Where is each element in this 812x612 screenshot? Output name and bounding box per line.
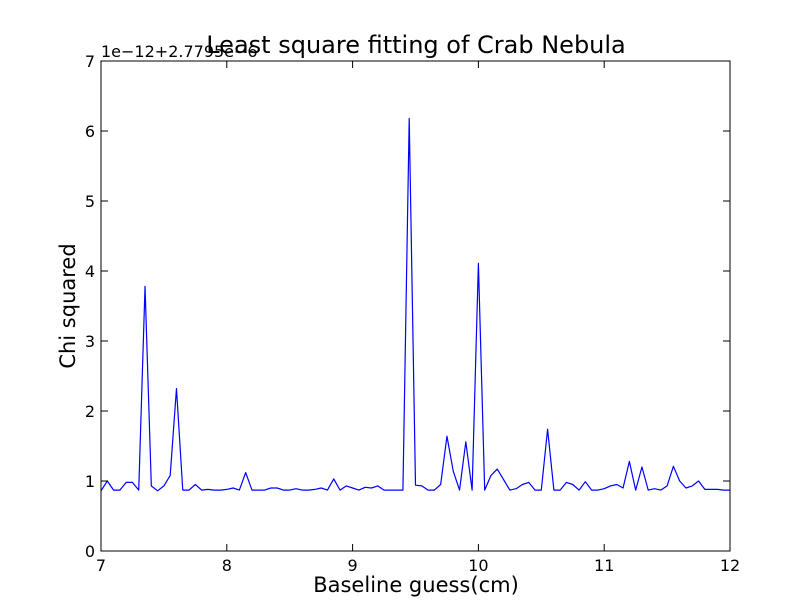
x-axis-title: Baseline guess(cm) [313, 573, 519, 597]
y-offset-label: 1e−12+2.7795e−6 [101, 42, 258, 61]
y-tick-label: 7 [85, 52, 95, 71]
y-axis-title: Chi squared [56, 243, 80, 368]
y-axis: 0 1 2 3 4 5 6 7 [85, 52, 730, 561]
series-layer [100, 117, 730, 492]
y-tick-label: 1 [85, 472, 95, 491]
x-tick-label: 11 [594, 556, 614, 575]
x-axis: 7 8 9 10 11 12 [96, 61, 740, 575]
y-tick-label: 3 [85, 332, 95, 351]
y-tick-label: 2 [85, 402, 95, 421]
x-tick-label: 10 [468, 556, 488, 575]
plot-frame [100, 60, 731, 552]
y-tick-label: 6 [85, 122, 95, 141]
x-tick-label: 9 [348, 556, 358, 575]
x-tick-label: 12 [720, 556, 740, 575]
y-tick-label: 4 [85, 262, 95, 281]
x-tick-label: 8 [222, 556, 232, 575]
x-tick-label: 7 [96, 556, 106, 575]
y-tick-label: 0 [85, 542, 95, 561]
y-tick-label: 5 [85, 192, 95, 211]
series-line-0 [100, 117, 730, 492]
chart-title: Least square fitting of Crab Nebula [206, 31, 626, 59]
